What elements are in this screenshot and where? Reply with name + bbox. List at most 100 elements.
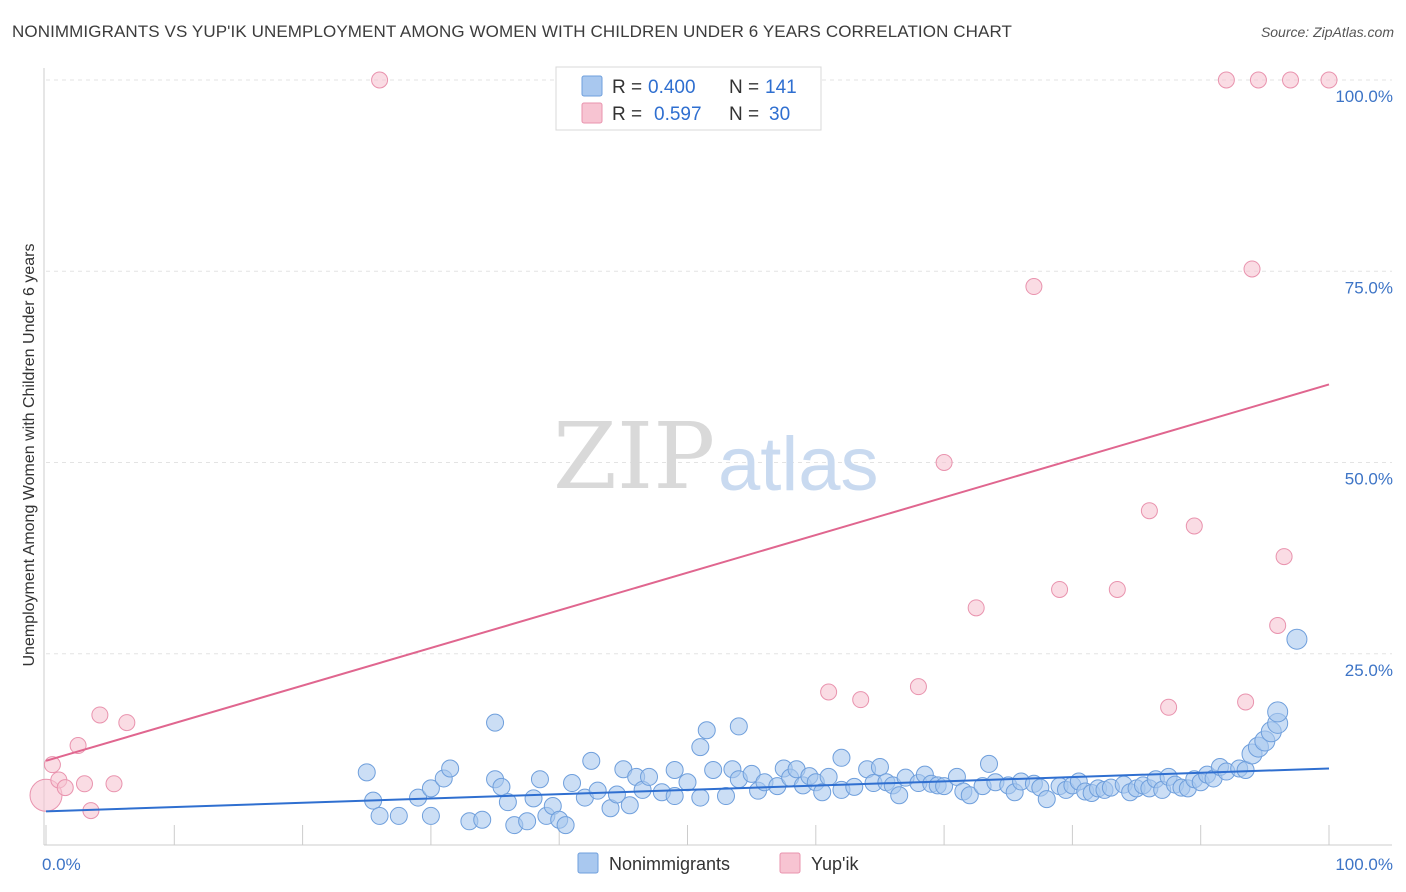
- nonimmigrants-point: [704, 761, 723, 780]
- yupik-point: [1185, 517, 1203, 535]
- series-legend-swatch-nonimmigrants: [577, 852, 599, 874]
- legend-n-value-2: 30: [769, 104, 790, 125]
- yupik-point: [1275, 548, 1293, 566]
- nonimmigrants-point: [691, 738, 710, 757]
- yupik-point: [967, 599, 985, 617]
- nonimmigrants-point: [473, 810, 492, 829]
- legend-swatch-blue: [581, 75, 603, 97]
- nonimmigrants-point: [870, 757, 889, 776]
- nonimmigrants-point: [620, 796, 639, 815]
- yupik-point: [1269, 616, 1287, 634]
- legend-swatch-pink: [581, 102, 603, 124]
- yupik-point: [371, 71, 389, 89]
- yupik-point: [1282, 71, 1300, 89]
- yupik-point: [1320, 71, 1338, 89]
- yupik-point: [820, 683, 838, 701]
- nonimmigrants-point: [588, 781, 607, 800]
- legend-r-label-2: R =: [612, 104, 642, 125]
- y-tick-label-2: 75.0%: [1345, 278, 1393, 297]
- yupik-point: [91, 706, 109, 724]
- x-tick-label-0: 0.0%: [42, 855, 81, 874]
- yupik-point: [909, 678, 927, 696]
- nonimmigrants-point: [421, 779, 440, 798]
- watermark: ZIP atlas: [553, 403, 879, 510]
- yupik-point: [75, 775, 93, 793]
- tick-labels: 25.0% 50.0% 75.0% 100.0% 0.0% 100.0%: [42, 87, 1393, 874]
- nonimmigrants-point: [819, 767, 838, 786]
- stats-legend: R = 0.400 N = 141 R = 0.597 N = 30: [555, 66, 822, 131]
- nonimmigrants-point: [607, 785, 626, 804]
- nonimmigrants-point: [640, 767, 659, 786]
- nonimmigrants-point: [582, 751, 601, 770]
- y-axis-title: Unemployment Among Women with Children U…: [21, 243, 38, 666]
- nonimmigrants-point: [716, 787, 735, 806]
- x-tick-label-1: 100.0%: [1335, 855, 1393, 874]
- nonimmigrants-point: [960, 786, 979, 805]
- nonimmigrants-point: [498, 793, 517, 812]
- yupik-point: [56, 779, 74, 797]
- legend-n-label-2: N =: [729, 104, 759, 125]
- nonimmigrants-point: [530, 770, 549, 789]
- nonimmigrants-point: [370, 806, 389, 825]
- nonimmigrants-point: [518, 812, 537, 831]
- y-tick-label-1: 50.0%: [1345, 470, 1393, 489]
- legend-r-value-1: 0.400: [648, 77, 696, 98]
- yupik-point: [1243, 260, 1261, 278]
- nonimmigrants-point: [813, 783, 832, 802]
- series-legend-nonimmigrants: Nonimmigrants: [609, 854, 730, 874]
- nonimmigrants-point: [409, 788, 428, 807]
- nonimmigrants-point: [441, 759, 460, 778]
- nonimmigrants-point: [845, 777, 864, 796]
- series-legend-yupik: Yup'ik: [811, 854, 859, 874]
- nonimmigrants-point: [742, 764, 761, 783]
- nonimmigrants-point: [492, 777, 511, 796]
- yupik-point: [1140, 502, 1158, 520]
- trend-lines: [45, 383, 1330, 813]
- yupik-trend-line: [45, 383, 1330, 762]
- nonimmigrants-point: [1037, 790, 1056, 809]
- nonimmigrants-point: [421, 806, 440, 825]
- legend-n-label-1: N =: [729, 77, 759, 98]
- chart-title: NONIMMIGRANTS VS YUP'IK UNEMPLOYMENT AMO…: [12, 22, 1013, 41]
- watermark-atlas: atlas: [718, 422, 879, 507]
- yupik-points: [29, 71, 1338, 820]
- y-tick-label-3: 100.0%: [1335, 87, 1393, 106]
- nonimmigrants-point: [1286, 628, 1308, 650]
- grid-lines: [46, 79, 1392, 655]
- yupik-point: [1108, 580, 1126, 598]
- nonimmigrants-point: [389, 806, 408, 825]
- nonimmigrants-point: [556, 816, 575, 835]
- nonimmigrants-point: [486, 713, 505, 732]
- yupik-point: [1160, 698, 1178, 716]
- nonimmigrants-point: [678, 773, 697, 792]
- y-tick-label-0: 25.0%: [1345, 661, 1393, 680]
- yupik-point: [118, 714, 136, 732]
- nonimmigrants-point: [890, 786, 909, 805]
- nonimmigrants-point: [665, 761, 684, 780]
- nonimmigrants-point: [729, 717, 748, 736]
- nonimmigrants-point: [524, 789, 543, 808]
- legend-r-value-2: 0.597: [654, 104, 702, 125]
- yupik-point: [1237, 693, 1255, 711]
- nonimmigrants-point: [697, 721, 716, 740]
- series-legend-swatch-yupik: [779, 852, 801, 874]
- nonimmigrants-points: [357, 628, 1308, 835]
- nonimmigrants-point: [980, 754, 999, 773]
- yupik-point: [105, 775, 123, 793]
- yupik-point: [1051, 580, 1069, 598]
- source-label: Source: ZipAtlas.com: [1260, 24, 1394, 40]
- yupik-point: [1025, 278, 1043, 296]
- yupik-point: [1217, 71, 1235, 89]
- yupik-point: [1249, 71, 1267, 89]
- series-legend: Nonimmigrants Yup'ik: [577, 852, 859, 874]
- yupik-point: [935, 454, 953, 471]
- nonimmigrants-point: [665, 787, 684, 806]
- nonimmigrants-point: [563, 774, 582, 793]
- nonimmigrants-point: [691, 788, 710, 807]
- watermark-zip: ZIP: [553, 403, 715, 510]
- nonimmigrants-point: [832, 748, 851, 767]
- nonimmigrants-point: [357, 763, 376, 782]
- legend-n-value-1: 141: [765, 77, 797, 98]
- legend-r-label-1: R =: [612, 77, 642, 98]
